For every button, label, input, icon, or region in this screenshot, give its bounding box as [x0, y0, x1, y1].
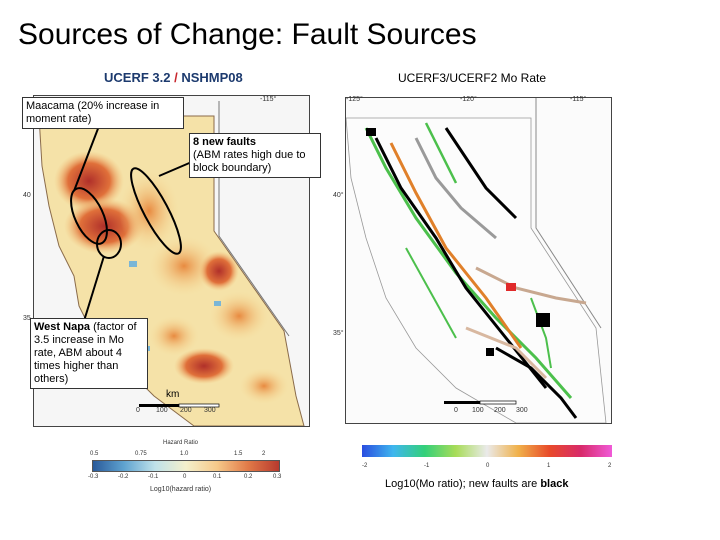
- scale-tick: 200: [494, 407, 506, 414]
- west-napa-leader: [83, 255, 105, 322]
- hazard-ratio-title: Hazard Ratio: [163, 440, 199, 446]
- mo-ratio-tick: 1: [547, 463, 551, 469]
- west-napa-text: (factor of 3.5 increase in Mo rate, ABM …: [34, 321, 137, 385]
- west-napa-ellipse: [96, 229, 122, 259]
- mo-ratio-tick: 0: [486, 463, 490, 469]
- hazard-hotspot: [239, 368, 289, 404]
- hazard-tick-bottom: 0.2: [244, 474, 253, 480]
- fault-trace: [475, 266, 587, 305]
- right-mo-rate-map: [345, 98, 607, 424]
- scale-bar-segment: [479, 400, 517, 405]
- left-map-title: UCERF 3.2 / NSHMP08: [104, 70, 243, 85]
- scale-tick: 0: [136, 407, 140, 414]
- maacama-name: Maacama: [26, 100, 75, 112]
- california-outline: [345, 117, 607, 424]
- right-map-title: UCERF3/UCERF2 Mo Rate: [398, 71, 547, 85]
- new-faults-title: 8 new faults: [193, 136, 256, 148]
- scale-tick: 0: [454, 407, 458, 414]
- mo-ratio-axis-text: Log10(Mo ratio); new faults are: [385, 478, 541, 490]
- mo-ratio-colorbar: [362, 445, 612, 457]
- fault-trace: [530, 297, 552, 369]
- hazard-colorbar: [92, 460, 280, 472]
- fault-trace: [414, 137, 497, 240]
- left-lat-label-35: 35: [23, 315, 31, 322]
- scale-unit: km: [166, 389, 180, 400]
- maacama-leader: [73, 125, 100, 192]
- fault-trace: [389, 142, 523, 349]
- fault-trace: [465, 326, 548, 380]
- hazard-tick-top: 0.5: [90, 451, 99, 457]
- hazard-tick-top: 1.0: [180, 451, 189, 457]
- hazard-tick-bottom: -0.3: [88, 474, 99, 480]
- new-faults-text: (ABM rates high due to block boundary): [193, 149, 306, 174]
- hazard-tick-top: 1.5: [234, 451, 243, 457]
- hazard-hotspot: [149, 236, 219, 296]
- right-lon-label: -120°: [460, 96, 477, 103]
- fault-block-new: [536, 313, 550, 327]
- hazard-low-patch: [129, 261, 137, 267]
- right-map-frame: [345, 97, 612, 424]
- left-map-title-part1: UCERF 3.2: [104, 70, 171, 85]
- hazard-hotspot: [199, 251, 239, 291]
- left-hazard-map: [38, 101, 305, 427]
- scale-tick: 300: [204, 407, 216, 414]
- fault-trace: [405, 247, 457, 339]
- west-napa-name: West Napa: [34, 321, 91, 333]
- state-boundary: [535, 98, 602, 329]
- west-napa-callout: West Napa (factor of 3.5 increase in Mo …: [30, 318, 148, 389]
- fault-block-new: [486, 348, 494, 356]
- fault-block: [506, 283, 516, 291]
- hazard-tick-top: 2: [262, 451, 266, 457]
- scale-tick: 200: [180, 407, 192, 414]
- new-faults-leader: [158, 160, 195, 177]
- scale-bar-segment: [444, 401, 480, 404]
- new-faults-callout: 8 new faults (ABM rates high due to block…: [189, 133, 321, 178]
- right-lon-label: -125°: [346, 96, 363, 103]
- maacama-callout: Maacama (20% increase in moment rate): [22, 97, 184, 129]
- scale-tick: 300: [516, 407, 528, 414]
- left-lon-label: -115°: [260, 96, 277, 103]
- fault-trace-new: [444, 127, 518, 220]
- hazard-tick-bottom: 0: [183, 474, 187, 480]
- hazard-axis-label: Log10(hazard ratio): [150, 486, 212, 493]
- scale-tick: 100: [472, 407, 484, 414]
- maacama-ellipse: [70, 187, 108, 245]
- left-lat-label-40: 40: [23, 192, 31, 199]
- fault-block-new: [366, 128, 376, 136]
- mo-ratio-tick: 2: [608, 463, 612, 469]
- scale-bar-segment: [178, 403, 220, 408]
- right-lat-label-40: 40°: [333, 192, 344, 199]
- mo-ratio-tick: -1: [424, 463, 430, 469]
- left-map-title-sep: /: [170, 70, 182, 85]
- hazard-tick-top: 0.75: [135, 451, 147, 457]
- mo-ratio-axis-label: Log10(Mo ratio); new faults are black: [385, 478, 568, 490]
- scale-bar-segment: [139, 404, 179, 407]
- slide-title: Sources of Change: Fault Sources: [18, 18, 477, 51]
- hazard-tick-bottom: -0.2: [118, 474, 129, 480]
- right-lon-label: -115°: [570, 96, 587, 103]
- hazard-tick-bottom: 0.3: [273, 474, 282, 480]
- hazard-tick-bottom: 0.1: [213, 474, 222, 480]
- hazard-hotspot: [209, 291, 269, 341]
- scale-tick: 100: [156, 407, 168, 414]
- new-faults-ellipse: [130, 167, 182, 255]
- fault-trace-new: [495, 346, 578, 419]
- hazard-low-patch: [214, 301, 221, 306]
- right-lat-label-35: 35°: [333, 330, 344, 337]
- hazard-hotspot: [149, 316, 199, 356]
- mo-ratio-axis-bold: black: [540, 478, 569, 490]
- mo-ratio-tick: -2: [362, 463, 368, 469]
- maacama-text: (20% increase in moment rate): [26, 100, 160, 125]
- fault-trace: [424, 122, 458, 184]
- hazard-hotspot: [174, 348, 234, 384]
- left-map-title-part2: NSHMP08: [181, 70, 243, 85]
- hazard-tick-bottom: -0.1: [148, 474, 159, 480]
